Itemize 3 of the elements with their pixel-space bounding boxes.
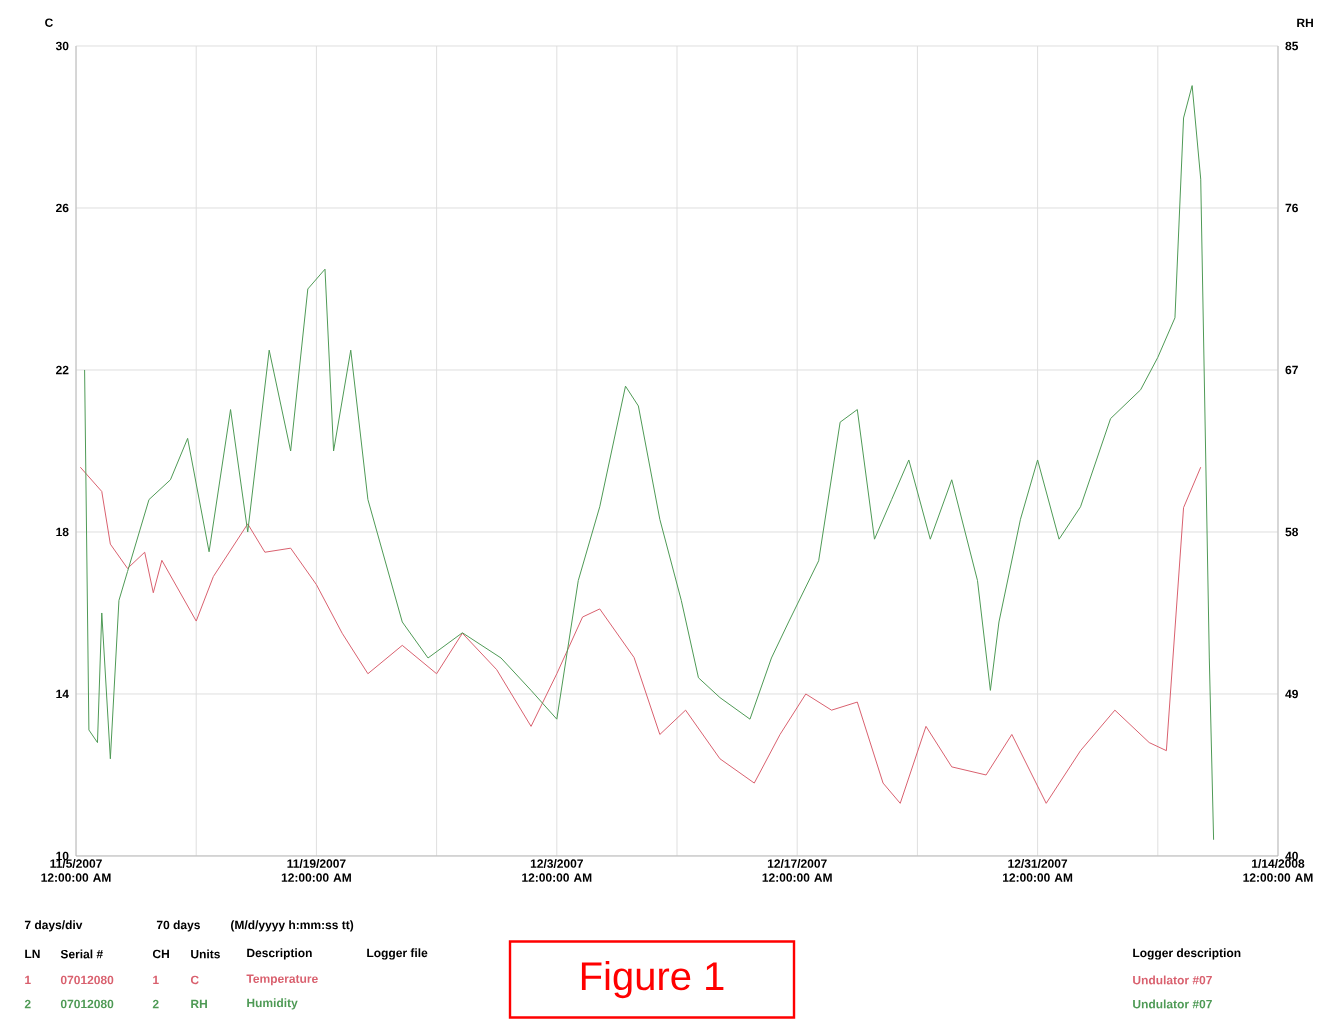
line-series	[79, 466, 1202, 804]
line-series	[84, 85, 1215, 841]
caption: Figure 1	[581, 960, 724, 999]
